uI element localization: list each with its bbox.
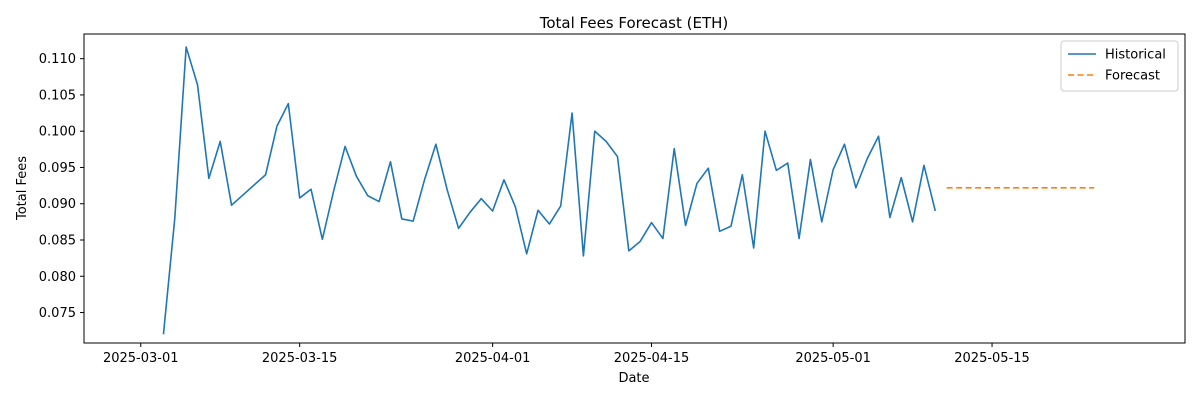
y-axis: 0.075 0.080 0.085 0.090 0.095 0.100 0.105 0.110 — [39, 52, 84, 321]
y-tick-label: 0.100 — [39, 125, 76, 140]
x-axis: 2025-03-01 2025-03-15 2025-04-01 2025-04-15… — [103, 343, 1030, 366]
y-tick-label: 0.075 — [39, 306, 76, 321]
y-tick-label: 0.080 — [39, 270, 76, 285]
x-tick-label: 2025-05-01 — [795, 351, 871, 366]
plot-area — [162, 46, 1095, 335]
y-axis-label: Total Fees — [15, 156, 30, 221]
x-tick-label: 2025-03-15 — [262, 351, 338, 366]
legend: Historical Forecast — [1060, 40, 1179, 92]
y-tick-label: 0.095 — [39, 161, 76, 176]
legend-label-forecast: Forecast — [1105, 69, 1160, 84]
y-tick-label: 0.090 — [39, 197, 76, 212]
y-tick-label: 0.085 — [39, 234, 76, 249]
x-tick-label: 2025-05-15 — [954, 351, 1030, 366]
x-axis-label: Date — [618, 371, 649, 386]
x-tick-label: 2025-04-15 — [614, 351, 690, 366]
axes-frame — [83, 33, 1186, 344]
legend-label-historical: Historical — [1105, 48, 1166, 63]
x-tick-label: 2025-03-01 — [103, 351, 179, 366]
x-tick-label: 2025-04-01 — [455, 351, 531, 366]
chart-title: Total Fees Forecast (ETH) — [539, 14, 729, 32]
y-tick-label: 0.105 — [39, 88, 76, 103]
y-tick-label: 0.110 — [39, 52, 76, 67]
series-line-historical — [162, 46, 937, 335]
